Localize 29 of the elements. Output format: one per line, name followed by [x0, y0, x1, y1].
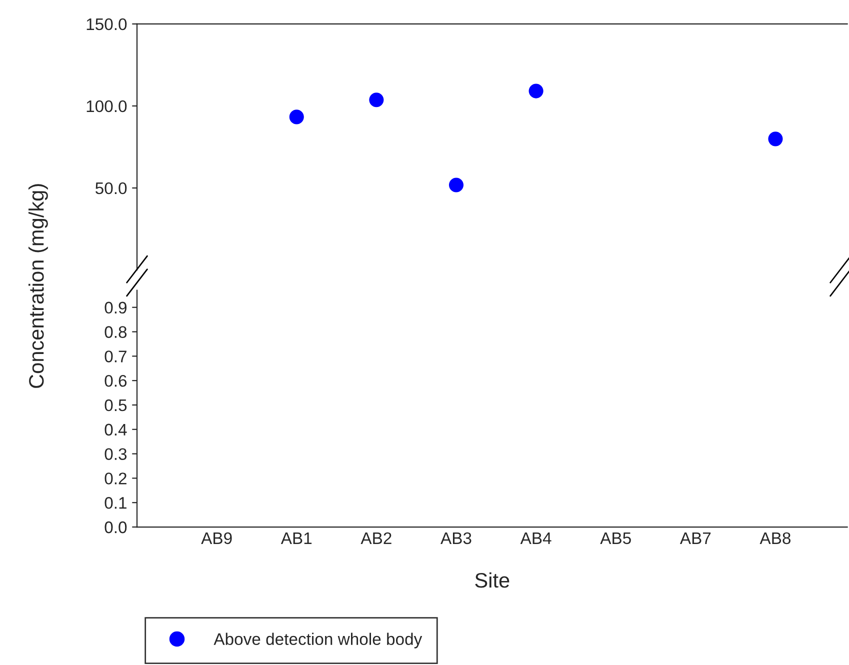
- y-tick-label: 0.3: [104, 448, 127, 460]
- y-tick-label: 0.9: [104, 302, 126, 314]
- point: [448, 178, 464, 192]
- x-axis-title: Site: [475, 572, 510, 588]
- x-tick-label: AB2: [360, 532, 392, 544]
- x-tick-label: AB4: [520, 532, 552, 544]
- x-tick-label: AB5: [600, 532, 631, 544]
- x-tick-label: AB7: [680, 532, 711, 544]
- point: [289, 110, 304, 124]
- x-tick-label: AB8: [760, 532, 790, 544]
- point: [369, 92, 384, 108]
- y-tick-label: 50.0: [96, 182, 127, 194]
- y-tick-label: 0.2: [104, 472, 126, 484]
- y-tick-label: 100.0: [86, 100, 127, 112]
- y-tick-label: 0.5: [104, 399, 127, 412]
- y-tick-label: 0.6: [104, 374, 127, 387]
- x-tick-label: AB3: [440, 532, 472, 544]
- point: [528, 84, 544, 98]
- y-tick-label: 0.8: [104, 326, 127, 338]
- y-tick-label: 0.1: [104, 497, 126, 509]
- y-axis-title: Concentration (mg/kg): [28, 184, 48, 388]
- y-tick-label: 150.0: [86, 18, 127, 30]
- x-tick-label: AB1: [280, 532, 312, 544]
- point: [768, 132, 783, 146]
- y-tick-label: 0.4: [104, 424, 127, 436]
- y-tick-label: 0.0: [104, 521, 127, 534]
- x-tick-label: AB9: [201, 532, 232, 544]
- y-tick-label: 0.7: [104, 350, 126, 362]
- legend-label: Above detection whole body: [214, 632, 422, 648]
